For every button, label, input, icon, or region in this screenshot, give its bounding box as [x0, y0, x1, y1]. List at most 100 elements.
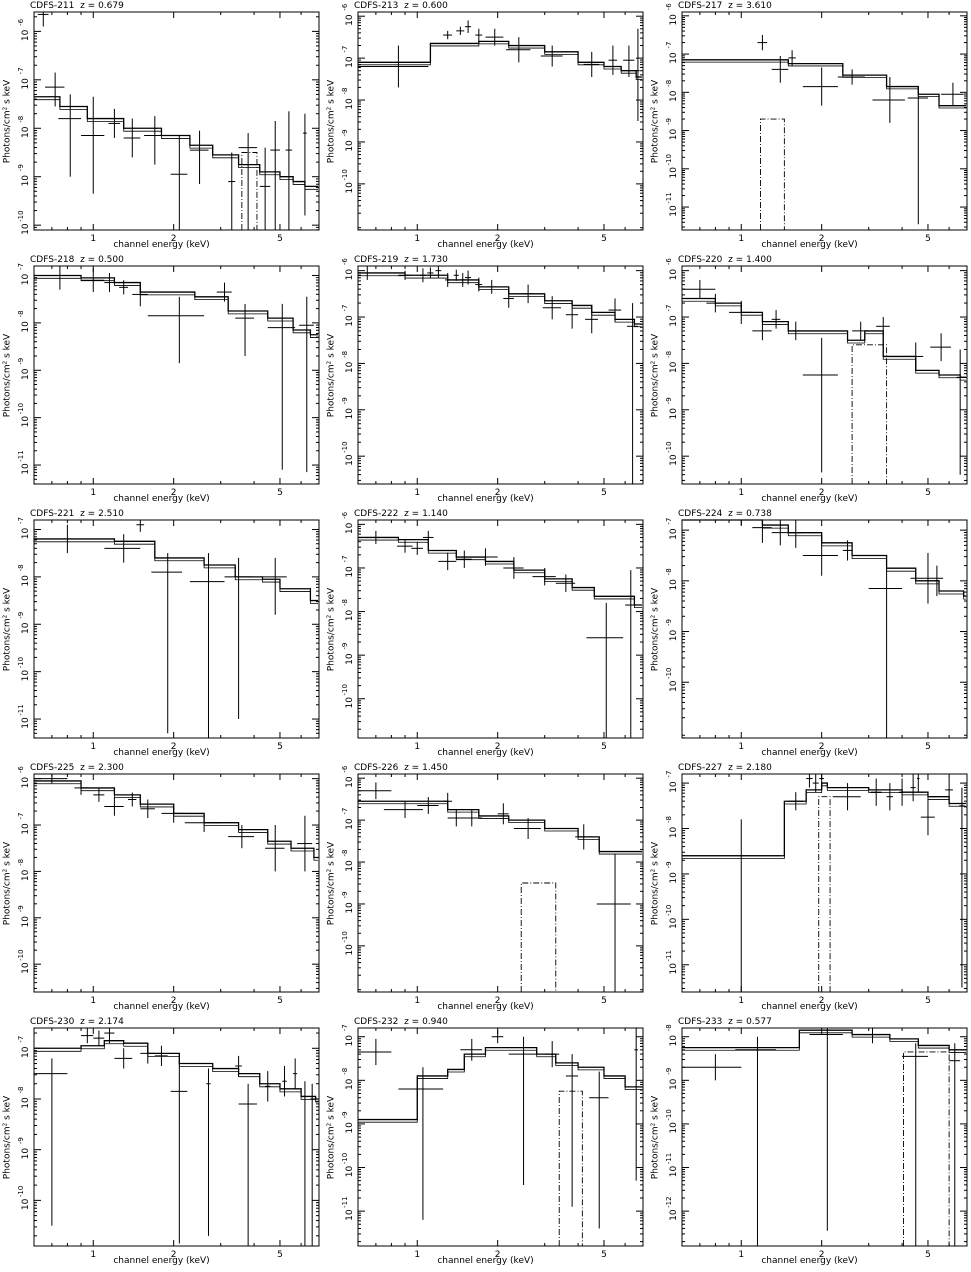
panel-title: CDFS-221 z = 2.510 — [30, 509, 124, 519]
data-point — [920, 798, 935, 836]
y-tick-label: 10-9 — [665, 1068, 679, 1090]
y-tick-exponent: -9 — [341, 643, 349, 650]
data-point — [706, 293, 724, 313]
y-tick-label: 10-7 — [665, 42, 679, 64]
x-tick-label: 1 — [738, 996, 744, 1006]
axes-frame — [681, 265, 968, 485]
y-tick-base: 10 — [669, 872, 679, 884]
data-point — [471, 548, 498, 566]
data-point — [565, 1054, 579, 1207]
x-tick-label: 5 — [601, 742, 607, 752]
y-tick-base: 10 — [669, 129, 679, 141]
y-tick-base: 10 — [21, 869, 31, 881]
data-point — [460, 809, 483, 827]
y-tick-exponent: -9 — [665, 619, 673, 626]
data-point — [508, 1036, 537, 1185]
y-tick-label: 10-6 — [17, 766, 31, 789]
y-tick-base: 10 — [21, 823, 31, 835]
data-point — [34, 266, 82, 290]
y-tick-label: 10-10 — [17, 1186, 31, 1210]
x-tick-label: 2 — [495, 996, 501, 1006]
y-tick-exponent: -10 — [17, 657, 25, 668]
data-point — [503, 289, 514, 308]
y-tick-exponent: -8 — [17, 310, 25, 317]
x-axis-label: channel energy (keV) — [437, 1002, 534, 1012]
y-tick-exponent: -9 — [665, 861, 673, 868]
y-tick-label: 10-7 — [665, 518, 679, 540]
x-tick-label: 1 — [414, 1250, 420, 1260]
y-tick-exponent: -6 — [341, 258, 349, 266]
y-tick-base: 10 — [669, 528, 679, 540]
axes-frame — [681, 773, 968, 993]
y-tick-exponent: -10 — [341, 684, 349, 695]
data-point — [583, 51, 600, 77]
data-point — [586, 602, 624, 738]
y-tick-base: 10 — [21, 717, 31, 729]
data-point — [945, 776, 953, 804]
panel-title: CDFS-227 z = 2.180 — [678, 763, 772, 773]
y-tick-label: 10-10 — [17, 403, 31, 427]
data-point — [310, 1083, 314, 1246]
y-tick-label: 10-7 — [341, 305, 355, 327]
y-tick-label: 10-8 — [341, 850, 355, 872]
x-axis-label: channel energy (keV) — [113, 240, 210, 250]
data-point — [93, 787, 105, 802]
line-component — [851, 344, 888, 484]
x-axis-label: channel energy (keV) — [113, 1256, 210, 1266]
y-tick-exponent: -10 — [341, 1153, 349, 1164]
y-tick-base: 10 — [21, 1148, 31, 1160]
data-point — [132, 282, 148, 307]
panel-title: CDFS-226 z = 1.450 — [354, 763, 448, 773]
x-tick-label: 1 — [414, 234, 420, 244]
data-point — [729, 519, 753, 526]
axes-frame — [357, 773, 644, 993]
data-point — [544, 1041, 560, 1068]
data-point — [383, 801, 423, 819]
data-point — [585, 305, 599, 334]
y-tick-label: 10-6 — [341, 765, 355, 788]
y-tick-label: 10-9 — [17, 1137, 31, 1159]
data-point — [262, 557, 287, 615]
panel-title: CDFS-225 z = 2.300 — [30, 763, 124, 773]
x-tick-label: 1 — [414, 488, 420, 498]
y-tick-exponent: -9 — [665, 118, 673, 125]
y-tick-exponent: -9 — [341, 1111, 349, 1118]
y-tick-label: 10-6 — [341, 511, 355, 534]
data-point — [837, 69, 865, 85]
x-axis-label: channel energy (keV) — [761, 1002, 858, 1012]
data-point — [959, 787, 965, 988]
panel-title: CDFS-218 z = 0.500 — [30, 255, 124, 265]
data-point — [128, 792, 137, 807]
y-tick-exponent: -8 — [665, 816, 673, 823]
data-point — [456, 550, 472, 568]
y-tick-label: 10-9 — [341, 397, 355, 419]
model-step-line-2 — [34, 1043, 318, 1103]
y-tick-exponent: -6 — [341, 3, 349, 11]
y-tick-label: 10-9 — [17, 164, 31, 186]
y-tick-exponent: -9 — [341, 891, 349, 898]
y-tick-label: 10-10 — [17, 949, 31, 973]
data-point — [435, 266, 442, 278]
x-tick-label: 5 — [277, 234, 283, 244]
data-point — [123, 118, 141, 158]
y-tick-label: 10-8 — [17, 116, 31, 138]
y-tick-label: 10-8 — [341, 599, 355, 621]
x-tick-label: 1 — [414, 996, 420, 1006]
y-tick-exponent: -10 — [665, 154, 673, 165]
y-tick-base: 10 — [669, 917, 679, 929]
data-point — [397, 539, 413, 553]
y-tick-label: 10-7 — [341, 1024, 355, 1046]
data-point — [521, 284, 535, 304]
y-tick-exponent: -10 — [341, 169, 349, 180]
y-tick-base: 10 — [21, 575, 31, 587]
x-axis-label: channel energy (keV) — [761, 494, 858, 504]
data-point — [456, 26, 465, 36]
y-tick-label: 10-8 — [17, 310, 31, 332]
data-point — [788, 50, 796, 66]
data-point — [140, 1043, 155, 1064]
y-tick-base: 10 — [345, 610, 355, 622]
